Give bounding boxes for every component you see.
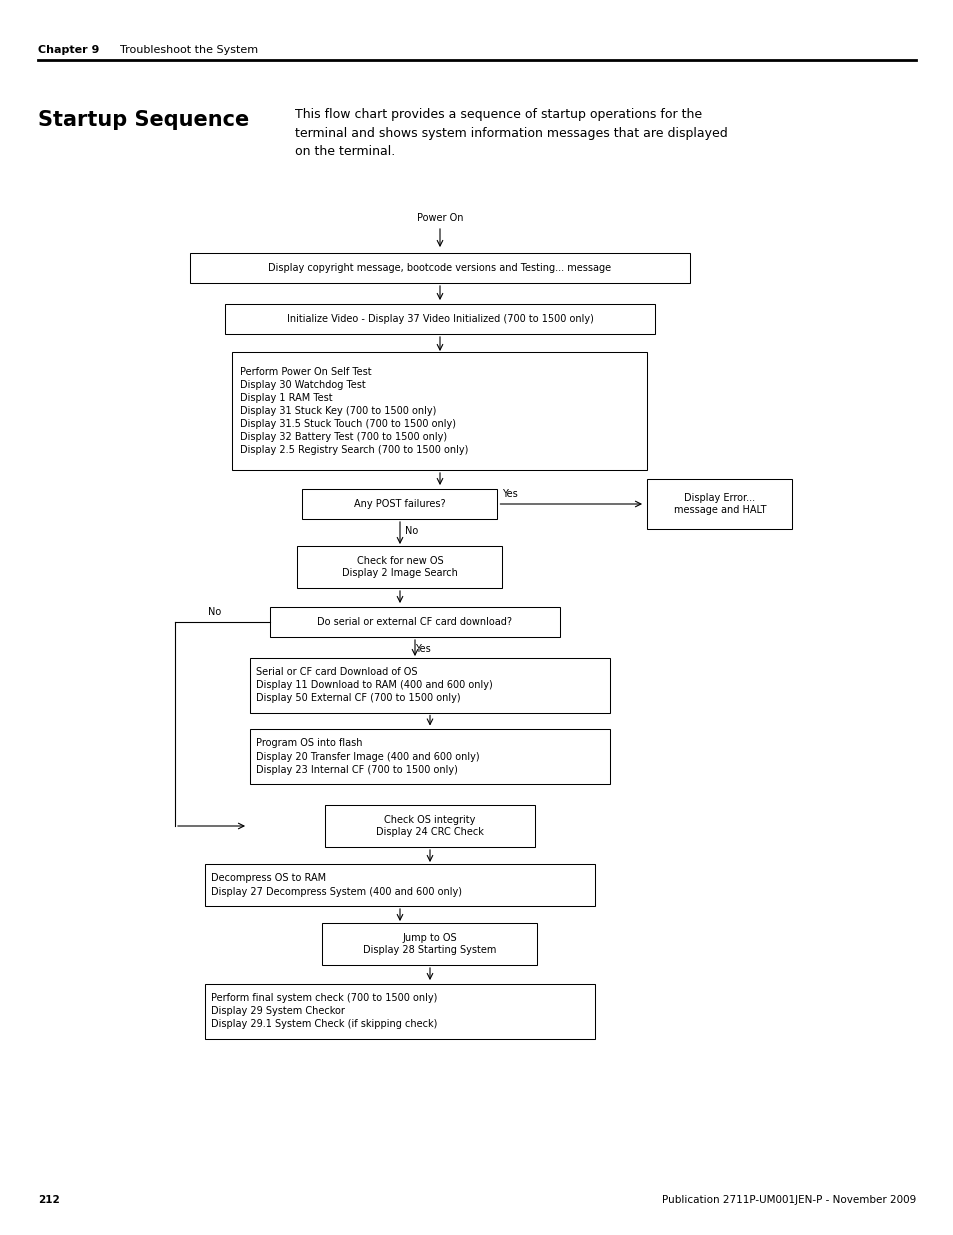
Text: Jump to OS
Display 28 Starting System: Jump to OS Display 28 Starting System	[363, 932, 497, 956]
Text: Check for new OS
Display 2 Image Search: Check for new OS Display 2 Image Search	[342, 556, 457, 578]
Text: Publication 2711P-UM001JEN-P - November 2009: Publication 2711P-UM001JEN-P - November …	[661, 1195, 915, 1205]
Text: Startup Sequence: Startup Sequence	[38, 110, 249, 130]
Bar	[302, 489, 497, 519]
Text: No: No	[405, 526, 418, 536]
Bar	[233, 352, 647, 471]
Bar	[647, 479, 792, 529]
Text: Check OS integrity
Display 24 CRC Check: Check OS integrity Display 24 CRC Check	[375, 815, 483, 837]
Bar	[270, 606, 559, 637]
Text: Yes: Yes	[501, 489, 517, 499]
Text: Perform final system check (700 to 1500 only)
Display 29 System Checkor
Display : Perform final system check (700 to 1500 …	[211, 993, 436, 1029]
Text: Power On: Power On	[416, 212, 463, 224]
Text: Decompress OS to RAM
Display 27 Decompress System (400 and 600 only): Decompress OS to RAM Display 27 Decompre…	[211, 873, 461, 897]
Text: Troubleshoot the System: Troubleshoot the System	[120, 44, 258, 56]
Text: Do serial or external CF card download?: Do serial or external CF card download?	[317, 618, 512, 627]
Bar	[190, 253, 689, 283]
Bar	[325, 805, 535, 847]
Bar	[322, 923, 537, 965]
Text: Serial or CF card Download of OS
Display 11 Download to RAM (400 and 600 only)
D: Serial or CF card Download of OS Display…	[255, 667, 493, 703]
Bar	[205, 983, 595, 1039]
Bar	[297, 546, 502, 588]
Text: Chapter 9: Chapter 9	[38, 44, 99, 56]
Bar	[225, 304, 655, 333]
Text: Program OS into flash
Display 20 Transfer Image (400 and 600 only)
Display 23 In: Program OS into flash Display 20 Transfe…	[255, 739, 479, 774]
Bar	[205, 864, 595, 906]
Text: Initialize Video - Display 37 Video Initialized (700 to 1500 only): Initialize Video - Display 37 Video Init…	[286, 314, 593, 324]
Text: Display Error...
message and HALT: Display Error... message and HALT	[673, 493, 765, 515]
Text: Yes: Yes	[415, 643, 431, 655]
Text: Perform Power On Self Test
Display 30 Watchdog Test
Display 1 RAM Test
Display 3: Perform Power On Self Test Display 30 Wa…	[240, 367, 468, 456]
Text: No: No	[208, 606, 221, 618]
Text: Display copyright message, bootcode versions and Testing... message: Display copyright message, bootcode vers…	[268, 263, 611, 273]
Bar	[250, 657, 609, 713]
Text: Any POST failures?: Any POST failures?	[354, 499, 445, 509]
Text: 212: 212	[38, 1195, 60, 1205]
Text: This flow chart provides a sequence of startup operations for the
terminal and s: This flow chart provides a sequence of s…	[294, 107, 727, 158]
Bar	[250, 729, 609, 784]
